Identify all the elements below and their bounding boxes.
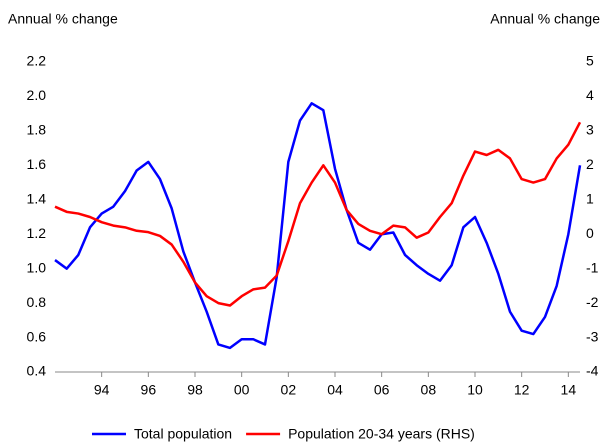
x-tick-label: 10 [467,382,483,398]
legend-label: Population 20-34 years (RHS) [288,426,475,442]
y-tick-label: 0.8 [27,294,47,310]
y2-tick-label: 4 [586,87,594,103]
y-tick-label: 0.6 [27,328,47,344]
series-line [54,102,582,350]
x-tick-label: 14 [561,382,577,398]
y2-tick-label: -4 [586,363,599,379]
y-tick-label: 0.4 [27,363,47,379]
y-tick-label: 1.8 [27,122,47,138]
x-tick-label: 06 [374,382,390,398]
x-tick-label: 00 [234,382,250,398]
y-tick-label: 1.6 [27,156,47,172]
y2-tick-label: 2 [586,156,594,172]
y-tick-label: 2.2 [27,53,47,69]
x-tick-label: 94 [94,382,110,398]
x-tick-label: 96 [141,382,157,398]
y2-tick-label: 5 [586,53,594,69]
y2-tick-label: -3 [586,328,599,344]
x-tick-label: 98 [187,382,203,398]
x-tick-label: 02 [281,382,297,398]
y-tick-label: 1.0 [27,259,47,275]
x-tick-label: 04 [327,382,343,398]
y-tick-label: 1.4 [27,190,47,206]
y-tick-label: 2.0 [27,87,47,103]
legend-label: Total population [134,426,232,442]
y2-tick-label: 0 [586,225,594,241]
y2-tick-label: -1 [586,259,599,275]
x-tick-label: 08 [421,382,437,398]
series-line [54,121,582,307]
y-tick-label: 1.2 [27,225,47,241]
y2-tick-label: 3 [586,122,594,138]
y2-tick-label: 1 [586,190,594,206]
x-tick-label: 12 [514,382,530,398]
y-axis-title: Annual % change [8,11,118,27]
y2-axis-title: Annual % change [490,11,600,27]
y2-tick-label: -2 [586,294,599,310]
